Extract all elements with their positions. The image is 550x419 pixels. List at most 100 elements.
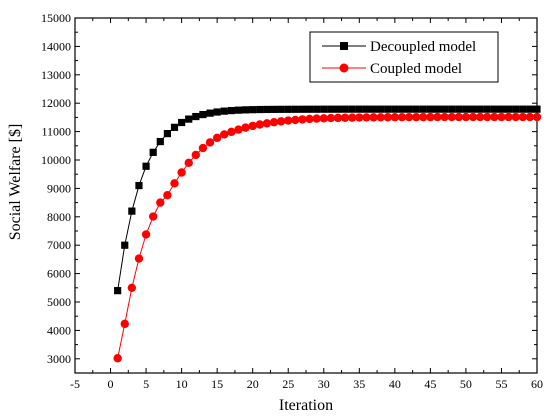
data-point: [476, 105, 484, 113]
data-point: [262, 119, 272, 128]
y-tick-label: 4000: [47, 323, 71, 337]
data-point: [163, 191, 172, 200]
y-axis-title: Social Welfare [$]: [7, 124, 24, 241]
data-point: [142, 162, 150, 170]
data-point: [241, 106, 250, 114]
data-point: [448, 105, 456, 113]
y-tick-label: 13000: [41, 68, 71, 82]
data-point: [369, 113, 378, 122]
legend-label: Coupled model: [370, 61, 462, 77]
legend-box: [309, 31, 499, 83]
data-point: [490, 105, 498, 113]
x-tick-label: 50: [460, 377, 472, 391]
data-point: [462, 105, 470, 113]
y-tick-label: 8000: [47, 210, 71, 224]
data-point: [419, 105, 427, 113]
data-point: [319, 114, 328, 123]
data-point: [327, 105, 335, 113]
data-point: [255, 120, 264, 129]
data-point: [377, 105, 385, 113]
data-point: [475, 112, 485, 122]
data-point: [404, 112, 414, 122]
legend-entry: Decoupled model: [322, 39, 476, 55]
data-point: [441, 105, 449, 113]
data-point: [148, 212, 158, 221]
data-point: [490, 112, 499, 122]
x-tick-label: 45: [424, 377, 436, 391]
y-tick-label: 12000: [41, 96, 71, 110]
data-point: [284, 116, 293, 125]
data-point: [269, 118, 279, 127]
data-point: [220, 107, 228, 115]
data-point: [185, 115, 193, 123]
data-point: [241, 123, 250, 132]
legend-marker: [340, 42, 348, 50]
axis-ticks: -5 0 5 10 15 20 25 30 35 40 45 50 55 60 3000 4000 5000 60…: [41, 11, 543, 391]
data-point: [170, 123, 179, 131]
data-point: [298, 105, 307, 113]
data-point: [291, 115, 300, 125]
data-point: [426, 105, 434, 113]
data-point: [192, 112, 200, 121]
x-tick-label: 25: [282, 377, 294, 391]
data-point: [334, 105, 342, 113]
data-point: [384, 105, 392, 113]
y-tick-label: 10000: [41, 153, 71, 167]
y-tick-label: 5000: [47, 295, 71, 309]
data-point: [411, 112, 421, 122]
data-point: [213, 108, 221, 116]
data-point: [461, 112, 471, 122]
data-point: [156, 137, 164, 146]
data-point: [333, 113, 343, 123]
y-tick-label: 7000: [47, 238, 71, 252]
x-tick-label: 5: [143, 377, 149, 391]
data-point: [405, 105, 413, 113]
data-point: [220, 130, 229, 139]
data-point: [518, 112, 527, 122]
data-point: [497, 112, 506, 122]
data-point: [440, 112, 449, 122]
data-point: [170, 179, 179, 188]
data-point: [191, 150, 201, 160]
data-point: [227, 106, 235, 115]
data-point: [391, 105, 399, 113]
data-point: [483, 105, 491, 113]
data-point: [198, 143, 208, 153]
data-point: [526, 105, 534, 113]
data-point: [121, 241, 129, 249]
data-point: [525, 112, 535, 122]
data-point: [355, 113, 364, 122]
series-line: [117, 108, 537, 291]
data-point: [426, 112, 435, 122]
data-point: [468, 112, 478, 122]
data-point: [248, 121, 257, 131]
legend: Decoupled model Coupled model: [309, 31, 499, 83]
data-point: [519, 105, 527, 113]
data-point: [163, 129, 171, 138]
data-point: [483, 112, 492, 122]
data-point: [135, 181, 143, 190]
data-point: [355, 105, 363, 113]
data-point: [178, 118, 186, 127]
y-tick-label: 11000: [41, 125, 71, 139]
data-point: [447, 112, 456, 122]
data-point: [504, 105, 513, 113]
data-point: [433, 112, 442, 122]
data-point: [305, 114, 314, 124]
x-tick-label: 40: [389, 377, 401, 391]
data-point: [511, 112, 520, 122]
x-tick-label: 55: [495, 377, 507, 391]
x-tick-label: 60: [531, 377, 543, 391]
data-point: [184, 158, 193, 168]
data-point: [305, 105, 314, 113]
data-point: [326, 113, 336, 123]
data-point: [291, 105, 299, 113]
data-point: [397, 113, 407, 122]
y-tick-label: 3000: [47, 352, 71, 366]
series-line: [117, 116, 537, 359]
y-tick-label: 9000: [47, 181, 71, 195]
data-point: [320, 105, 328, 113]
data-point: [298, 115, 307, 124]
plot-area: [74, 17, 542, 374]
data-point: [348, 113, 357, 122]
